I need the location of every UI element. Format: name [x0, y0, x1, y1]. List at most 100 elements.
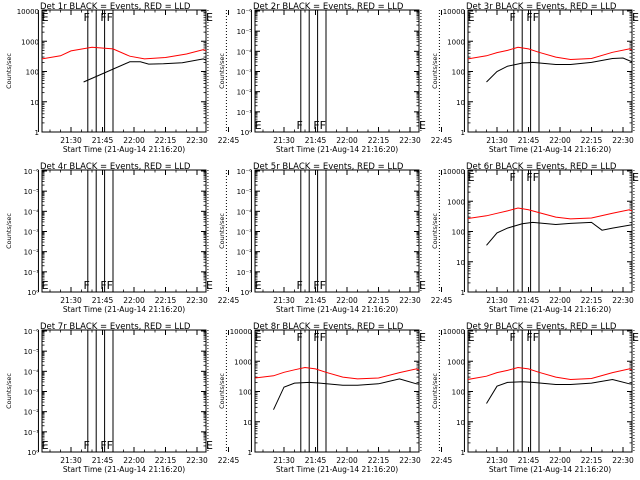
flag-letter: E: [632, 11, 639, 24]
y-tick-label: 10000: [443, 328, 465, 336]
y-tick-label: 10⁻⁴: [237, 208, 253, 216]
x-tick-label: 22:00: [123, 296, 145, 305]
x-axis-label: Start Time (21-Aug-14 21:16:20): [63, 305, 185, 314]
y-axis-label: Counts/sec: [218, 53, 226, 89]
series-lld-line: [255, 366, 419, 380]
series-events-line: [273, 378, 419, 410]
y-tick-label: 1: [461, 289, 465, 297]
y-axis-label: Counts/sec: [5, 213, 13, 249]
flag-letter: F: [107, 279, 113, 292]
flag-letter: F: [533, 171, 539, 184]
plot-frame: [467, 329, 633, 453]
x-axis-label: Start Time (21-Aug-14 21:16:20): [276, 305, 398, 314]
flag-letter: E: [419, 119, 426, 132]
x-axis-label: Start Time (21-Aug-14 21:16:20): [276, 465, 398, 474]
y-tick-label: 10⁻¹: [24, 269, 40, 277]
x-axis-label: Start Time (21-Aug-14 21:16:20): [63, 145, 185, 154]
detector-panel: Det 1r BLACK = Events, RED = LLD 1 10 100 10…: [5, 2, 240, 154]
chart-title: Det 2r BLACK = Events, RED = LLD: [253, 2, 404, 12]
y-tick-label: 10⁰: [27, 289, 39, 297]
x-axis-label: Start Time (21-Aug-14 21:16:20): [489, 145, 611, 154]
series-events-line: [83, 58, 206, 83]
y-tick-label: 10⁻²: [24, 249, 40, 257]
x-tick-label: 21:30: [273, 456, 295, 465]
x-tick-label: 21:30: [273, 296, 295, 305]
chart-title: Det 9r BLACK = Events, RED = LLD: [466, 322, 617, 332]
x-tick-label: 21:45: [92, 136, 114, 145]
flag-letter: F: [320, 331, 326, 344]
plot-frame: [254, 9, 420, 133]
flag-letter: F: [100, 11, 106, 24]
y-axis-label: Counts/sec: [5, 373, 13, 409]
flag-letter: F: [297, 119, 303, 132]
x-axis-label: Start Time (21-Aug-14 21:16:20): [489, 465, 611, 474]
flag-letter: E: [42, 11, 49, 24]
chart-title: Det 3r BLACK = Events, RED = LLD: [466, 2, 617, 12]
flag-letter: E: [468, 331, 475, 344]
y-axis-label: Counts/sec: [218, 373, 226, 409]
plot-frame: [254, 329, 420, 453]
flag-letter: F: [100, 439, 106, 452]
flag-letter: F: [526, 11, 532, 24]
series-events-line: [486, 57, 632, 83]
detector-panel: Det 3r BLACK = Events, RED = LLD 1 10 100 10…: [431, 2, 639, 154]
flag-letter: F: [84, 279, 90, 292]
x-tick-label: 22:00: [336, 136, 358, 145]
x-tick-label: 21:45: [92, 296, 114, 305]
y-axis-label: Counts/sec: [431, 53, 439, 89]
plot-frame: [467, 169, 633, 293]
x-tick-label: 22:30: [399, 136, 421, 145]
y-tick-label: 1000: [21, 38, 39, 46]
series-group: [255, 366, 419, 410]
y-tick-label: 10000: [443, 8, 465, 16]
series-lld-line: [468, 46, 632, 61]
y-tick-label: 10⁻⁶: [24, 328, 40, 336]
x-tick-label: 21:30: [60, 296, 82, 305]
flag-letter: E: [255, 119, 262, 132]
series-events-line: [486, 221, 632, 246]
y-tick-label: 10⁻⁶: [24, 168, 40, 176]
detector-panel: Det 8r BLACK = Events, RED = LLD 1 10 100 10…: [218, 322, 453, 474]
y-tick-label: 10⁻⁵: [24, 188, 40, 196]
flag-letter: F: [533, 331, 539, 344]
x-tick-label: 21:45: [518, 136, 540, 145]
flag-letter: E: [206, 11, 213, 24]
x-tick-label: 22:45: [218, 296, 240, 305]
x-tick-label: 21:30: [486, 456, 508, 465]
x-tick-label: 21:30: [60, 456, 82, 465]
y-tick-label: 100: [452, 229, 465, 237]
plot-frame: [41, 169, 207, 293]
x-tick-label: 22:00: [549, 456, 571, 465]
x-tick-label: 21:30: [486, 296, 508, 305]
flag-letter: F: [107, 439, 113, 452]
x-tick-label: 22:15: [368, 456, 390, 465]
x-tick-label: 21:30: [60, 136, 82, 145]
flag-letter: F: [526, 171, 532, 184]
series-lld-line: [468, 207, 632, 220]
x-tick-label: 22:15: [155, 296, 177, 305]
flag-letter: F: [84, 11, 90, 24]
x-tick-label: 22:15: [368, 136, 390, 145]
x-tick-label: 22:30: [612, 456, 634, 465]
detector-panel: Det 7r BLACK = Events, RED = LLD 10⁰ 10⁻¹ 1…: [5, 322, 240, 474]
y-tick-label: 10⁻³: [237, 69, 253, 77]
plot-frame: [254, 169, 420, 293]
x-tick-label: 21:45: [305, 136, 327, 145]
flag-letter: E: [632, 331, 639, 344]
detector-panel: Det 9r BLACK = Events, RED = LLD 1 10 100 10…: [431, 322, 639, 474]
chart-title: Det 1r BLACK = Events, RED = LLD: [40, 2, 191, 12]
y-tick-label: 10000: [230, 328, 252, 336]
y-tick-label: 10⁰: [27, 449, 39, 457]
y-axis-label: Counts/sec: [218, 213, 226, 249]
y-axis-label: Counts/sec: [431, 373, 439, 409]
flag-letter: E: [468, 11, 475, 24]
series-group: [468, 46, 632, 83]
flag-letter: F: [297, 331, 303, 344]
plot-frame: [467, 9, 633, 133]
flag-letter: F: [510, 171, 516, 184]
x-tick-label: 22:15: [155, 136, 177, 145]
x-tick-label: 22:00: [336, 456, 358, 465]
x-tick-label: 22:45: [431, 296, 453, 305]
x-tick-label: 21:45: [92, 456, 114, 465]
y-tick-label: 1: [35, 129, 39, 137]
